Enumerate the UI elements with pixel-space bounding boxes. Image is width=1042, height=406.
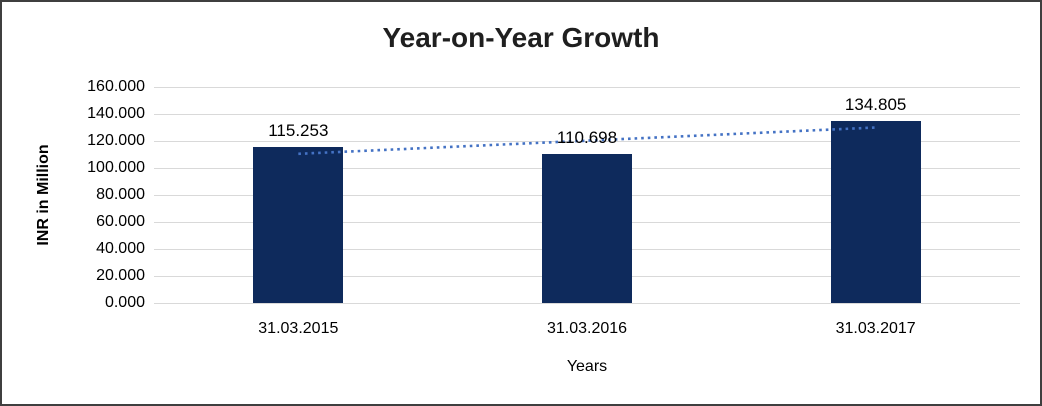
y-tick-label: 80.000	[96, 186, 145, 203]
bar-value-label: 134.805	[844, 95, 907, 114]
gridline	[154, 113, 1020, 115]
y-tick-label: 100.000	[87, 159, 145, 176]
chart-title: Year-on-Year Growth	[382, 22, 660, 53]
bar-value-label: 115.253	[268, 121, 329, 141]
x-tick-label: 31.03.2017	[835, 320, 916, 337]
x-axis-title: Years	[566, 358, 608, 375]
y-tick-label: 160.000	[87, 78, 145, 95]
y-tick-label: 40.000	[96, 240, 145, 257]
y-tick-label: 140.000	[87, 105, 145, 122]
plot-area	[154, 86, 1020, 304]
x-tick-label: 31.03.2015	[258, 320, 339, 337]
y-tick-label: 60.000	[96, 213, 145, 230]
bar	[542, 153, 632, 303]
gridline	[154, 302, 1020, 304]
trendline	[298, 126, 876, 156]
gridline	[154, 140, 1020, 142]
gridline	[154, 86, 1020, 88]
y-tick-label: 0.000	[104, 294, 145, 311]
y-tick-label: 120.000	[87, 132, 145, 149]
bar	[830, 121, 921, 303]
bar-value-label: 110.698	[556, 127, 618, 147]
bar	[253, 147, 344, 303]
y-tick-label: 20.000	[96, 267, 145, 284]
x-tick-label: 31.03.2016	[546, 320, 628, 337]
